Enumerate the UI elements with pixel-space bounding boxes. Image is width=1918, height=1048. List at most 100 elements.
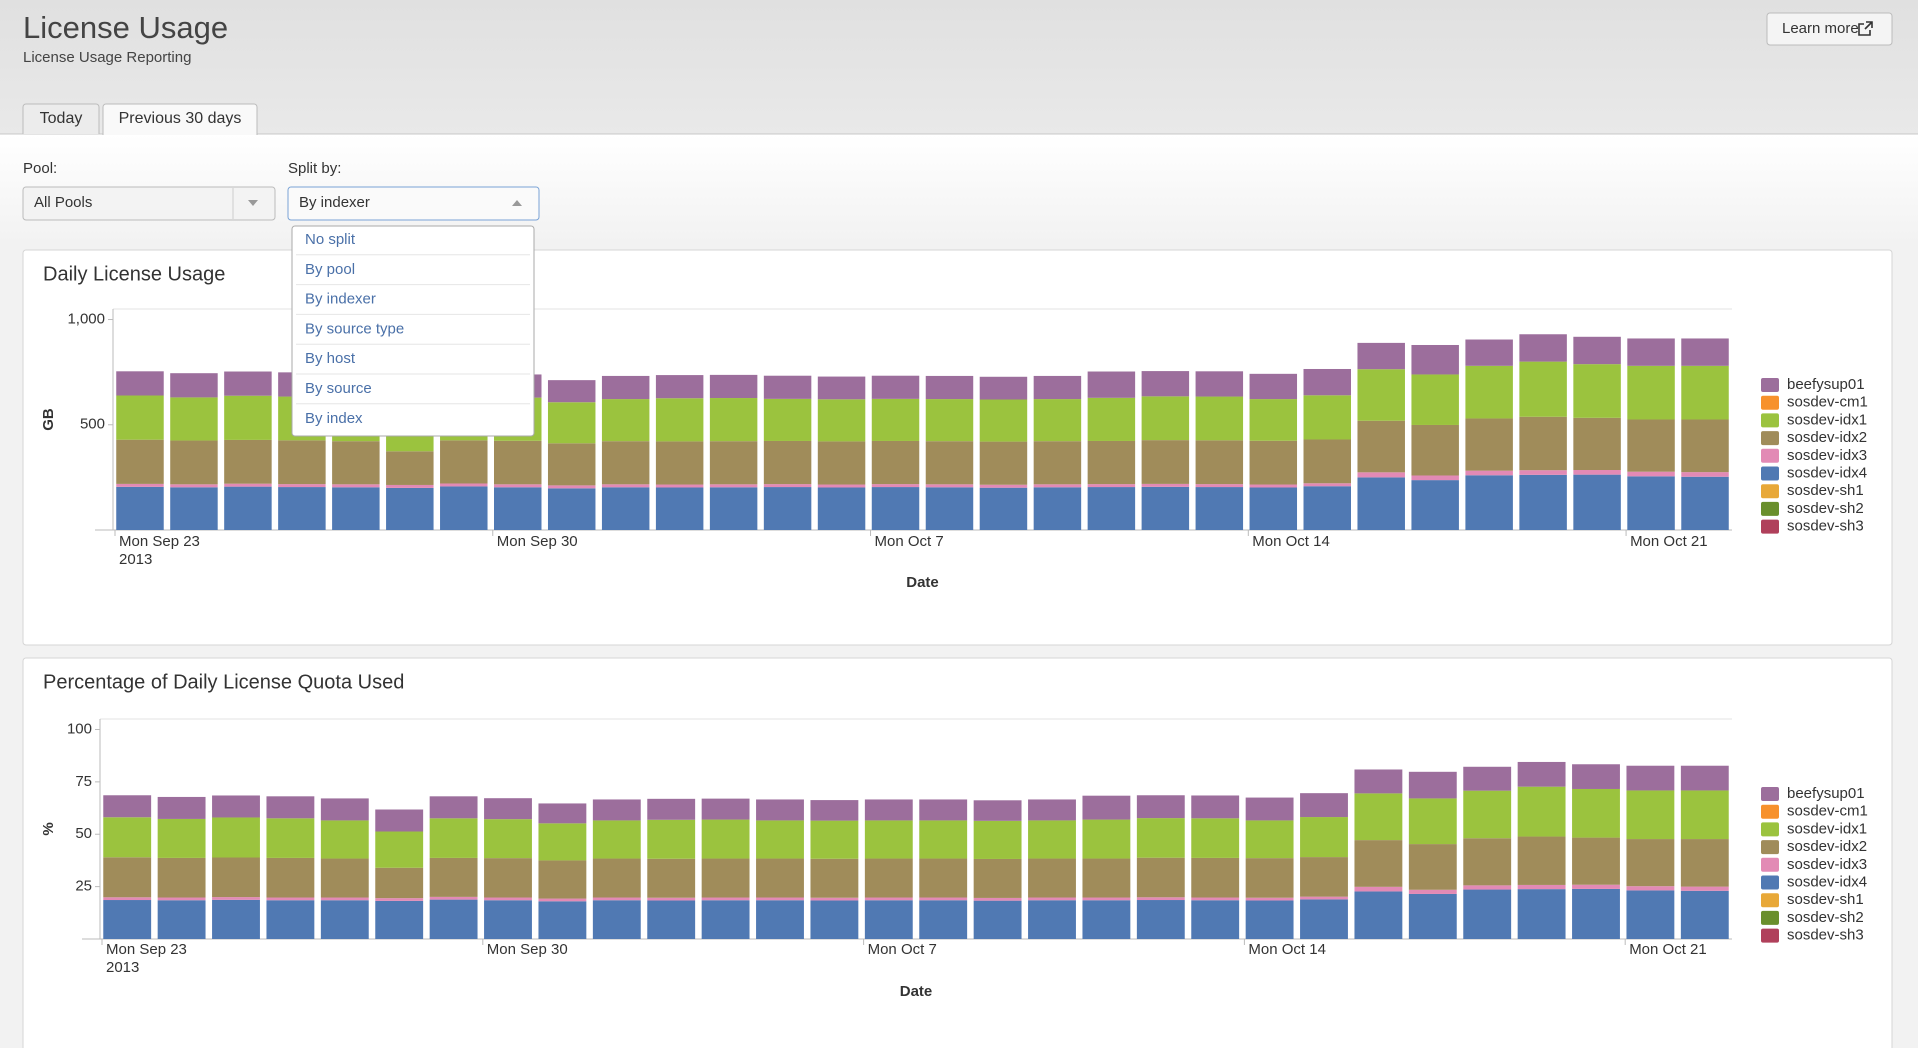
bar-segment (1463, 790, 1512, 839)
bar-segment (170, 484, 218, 488)
split-option[interactable]: By pool (305, 261, 355, 278)
bar-segment (375, 809, 424, 832)
bar-segment (1408, 889, 1457, 894)
bar-segment (1627, 338, 1675, 366)
y-tick-label: 100 (67, 720, 92, 737)
bar-segment (1300, 857, 1348, 897)
bar-segment (871, 398, 920, 441)
pool-select[interactable]: All Pools (22, 186, 276, 221)
bar-segment (170, 373, 218, 398)
bar-segment (1136, 857, 1185, 898)
bar-segment (1408, 771, 1457, 799)
legend-label: sosdev-idx3 (1787, 447, 1867, 464)
y-axis-label: GB (40, 408, 57, 431)
x-axis-label: Date (906, 574, 939, 591)
legend-swatch (1761, 787, 1779, 801)
bar-segment (1136, 897, 1185, 901)
bar-segment (1141, 396, 1190, 441)
split-option[interactable]: By source type (305, 320, 404, 337)
bar-segment (440, 440, 488, 484)
bar-segment (1033, 484, 1082, 488)
bar-segment (817, 376, 866, 400)
split-select[interactable]: By indexer (287, 186, 540, 221)
bar-segment (1195, 487, 1244, 530)
bar-segment (1357, 342, 1405, 370)
split-dropdown: No split By pool By indexer By source type B… (291, 225, 535, 437)
bar-segment (1087, 440, 1136, 485)
bar-segment (701, 900, 750, 939)
bar-segment (547, 380, 596, 403)
bar-segment (1517, 786, 1566, 837)
bar-segment (1303, 486, 1351, 530)
bar-segment (1087, 371, 1136, 398)
bar-segment (1573, 336, 1621, 365)
learn-more-button[interactable]: Learn more (1766, 12, 1893, 46)
bar-segment (116, 371, 164, 396)
bar-segment (1245, 820, 1294, 859)
bar-segment (709, 441, 758, 485)
bar-segment (1517, 836, 1566, 885)
bar-segment (647, 897, 696, 901)
bar-segment (320, 900, 369, 939)
legend-swatch (1761, 857, 1779, 872)
legend-swatch (1761, 840, 1779, 855)
x-tick-label: Mon Oct 21 (1629, 941, 1707, 958)
bar-segment (1249, 440, 1298, 485)
split-option[interactable]: By indexer (305, 291, 376, 308)
bar-segment (224, 439, 272, 484)
pool-value[interactable]: All Pools (34, 194, 92, 211)
bar-segment (864, 897, 913, 901)
bar-segment (756, 799, 804, 821)
bar-segment (278, 487, 326, 530)
bar-segment (756, 858, 804, 898)
split-value[interactable]: By indexer (299, 194, 370, 211)
bar-segment (1082, 795, 1131, 820)
bar-segment (1517, 884, 1566, 890)
tab-label[interactable]: Previous 30 days (119, 110, 242, 127)
bar-segment (332, 441, 380, 485)
bar-segment (1626, 765, 1675, 791)
bar-segment (538, 823, 587, 861)
bar-segment (1191, 818, 1240, 858)
bar-segment (1300, 817, 1348, 858)
bar-segment (1087, 397, 1136, 441)
page-title: License Usage (23, 10, 228, 45)
bar-segment (157, 897, 206, 901)
bar-segment (919, 820, 968, 859)
tab-previous-30-days[interactable]: Previous 30 days (102, 103, 258, 135)
split-option[interactable]: No split (305, 231, 356, 248)
bar-segment (919, 897, 968, 901)
bar-segment (1195, 371, 1244, 397)
bar-segment (375, 900, 424, 939)
bar-segment (1249, 399, 1298, 441)
legend-swatch (1761, 395, 1779, 410)
bar-segment (224, 395, 272, 440)
bar-segment (655, 441, 704, 485)
bar-segment (1357, 477, 1405, 530)
bar-segment (116, 439, 164, 484)
bar-segment (1245, 797, 1294, 821)
bar-segment (655, 398, 704, 442)
bar-segment (810, 897, 859, 901)
bar-segment (1408, 844, 1457, 890)
bar-segment (320, 798, 369, 821)
bar-segment (817, 487, 866, 530)
bar-segment (1357, 472, 1405, 478)
bar-segment (919, 900, 968, 939)
tab-today[interactable]: Today (22, 103, 100, 134)
tab-label[interactable]: Today (40, 110, 83, 127)
bar-segment (1519, 361, 1567, 417)
x-tick-label: Mon Sep 30 (487, 941, 568, 958)
bar-segment (709, 398, 758, 442)
x-tick-label: Mon Oct 14 (1252, 533, 1330, 550)
split-option[interactable]: By index (305, 410, 363, 427)
learn-more-label[interactable]: Learn more (1782, 20, 1859, 37)
bar-segment (1303, 395, 1351, 440)
bar-segment (592, 858, 641, 898)
bar-segment (1463, 766, 1512, 791)
split-option[interactable]: By host (305, 350, 356, 367)
bar-segment (1465, 470, 1513, 476)
split-option[interactable]: By source (305, 380, 372, 397)
legend-swatch (1761, 466, 1779, 481)
bar-segment (701, 858, 750, 898)
